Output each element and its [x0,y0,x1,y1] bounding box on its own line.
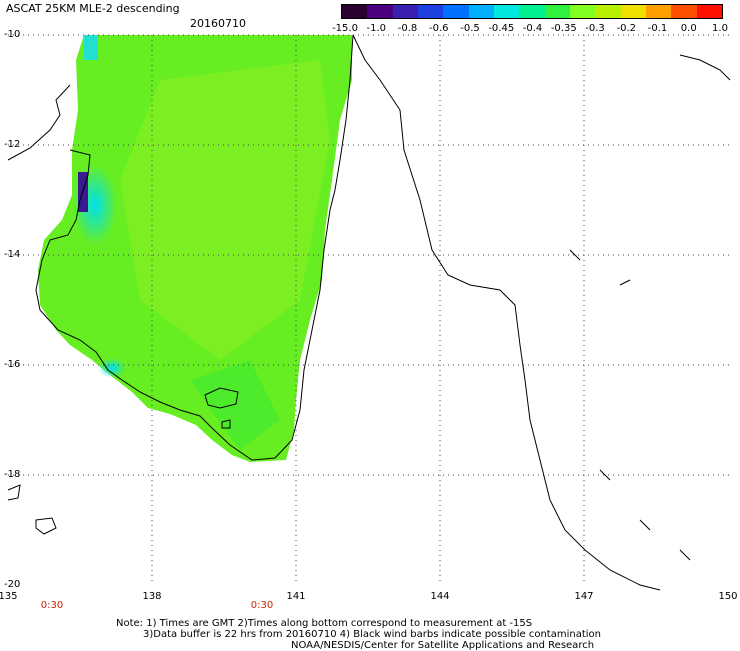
lon-label-2: 141 [286,591,306,602]
color-swatch-12 [645,5,672,18]
color-swatch-2 [392,5,418,18]
color-scale-label-11: 0.0 [680,23,697,34]
time-label-0: 0:30 [40,600,64,611]
lon-label-0: 135 [0,591,18,602]
color-scale-bar [341,4,723,19]
lat-label-2: -14 [4,249,21,260]
color-scale-label-10: -0.1 [647,23,668,34]
swath-highlight [120,60,330,360]
color-scale-label-2: -0.8 [397,23,418,34]
color-swatch-9 [569,5,596,18]
lat-label-1: -12 [4,139,21,150]
cyan-strip [84,35,98,60]
lat-label-0: -10 [4,29,21,40]
color-scale-label-12: 1.0 [712,23,728,34]
color-swatch-5 [468,5,494,18]
color-swatch-14 [696,5,722,18]
lat-label-4: -18 [4,469,21,480]
color-scale-label-1: -1.0 [366,23,387,34]
footer-note-1: Note: 1) Times are GMT 2)Times along bot… [116,618,533,629]
color-scale-label-7: -0.35 [550,23,577,34]
footer-credit: NOAA/NESDIS/Center for Satellite Applica… [291,640,595,651]
color-scale-label-3: -0.6 [428,23,449,34]
map-date: 20160710 [190,17,246,30]
footer-note-2: 3)Data buffer is 22 hrs from 20160710 4)… [143,629,601,640]
color-swatch-0 [342,5,368,18]
color-scale-label-5: -0.45 [488,23,515,34]
coastline [7,34,731,591]
cyan-patch-south [98,358,126,378]
lat-label-5: -20 [4,579,21,590]
map-title: ASCAT 25KM MLE-2 descending [6,2,180,15]
color-swatch-8 [544,5,570,18]
color-scale-label-8: -0.3 [585,23,605,34]
color-scale-label-6: -0.4 [522,23,543,34]
graticule [8,34,732,585]
lon-label-1: 138 [142,591,162,602]
lon-label-5: 150 [718,591,738,602]
color-scale-label-4: -0.5 [460,23,480,34]
color-swatch-13 [671,5,697,18]
swath-green-patch [190,360,280,450]
color-swatch-11 [620,5,646,18]
color-swatch-1 [367,5,393,18]
color-swatch-10 [595,5,621,18]
color-scale-label-0: -15.0 [332,23,358,34]
color-swatch-3 [417,5,444,18]
lon-label-4: 147 [574,591,594,602]
lat-label-3: -16 [4,359,21,370]
time-label-1: 0:30 [250,600,274,611]
color-swatch-4 [443,5,469,18]
color-swatch-6 [493,5,520,18]
color-swatch-7 [519,5,545,18]
lon-label-3: 144 [430,591,450,602]
color-scale-label-9: -0.2 [616,23,637,34]
